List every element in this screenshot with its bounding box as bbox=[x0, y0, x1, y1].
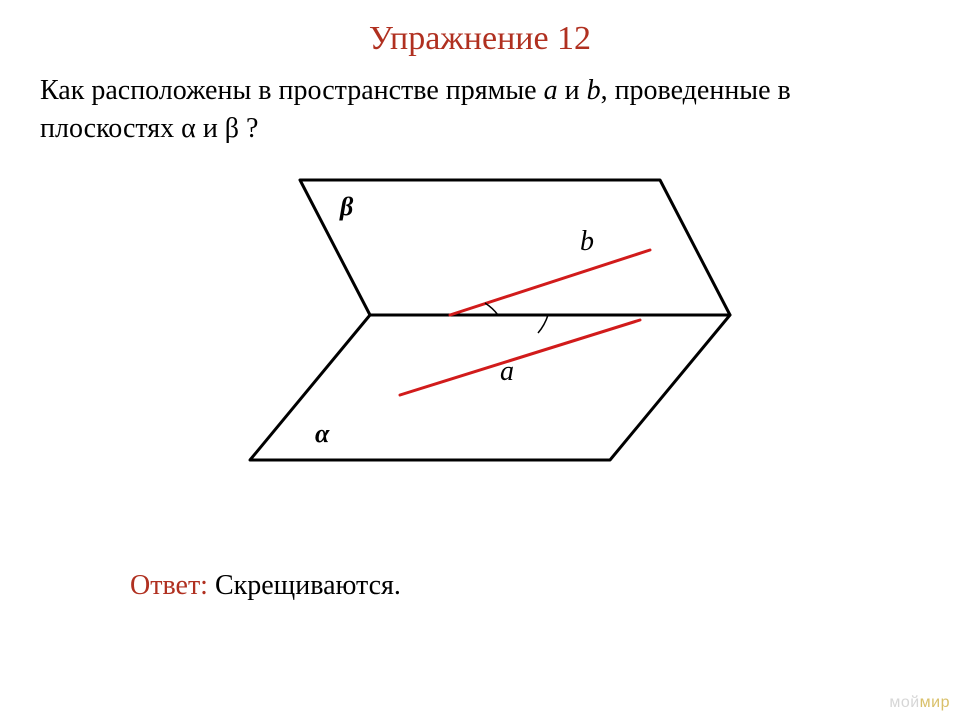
watermark: моймир bbox=[889, 694, 950, 712]
title-text: Упражнение 12 bbox=[369, 20, 591, 57]
q-beta: β bbox=[225, 113, 239, 144]
svg-text:a: a bbox=[500, 356, 514, 387]
svg-text:β: β bbox=[339, 192, 354, 221]
q-part3: ? bbox=[239, 113, 258, 144]
q-b: b bbox=[587, 75, 601, 106]
q-part1: Как расположены в пространстве прямые bbox=[40, 75, 544, 106]
svg-text:b: b bbox=[580, 226, 594, 257]
watermark-part1: мой bbox=[889, 694, 919, 711]
geometry-diagram: β α b a bbox=[200, 170, 760, 490]
q-alpha: α bbox=[181, 113, 196, 144]
answer-line: Ответ: Скрещиваются. bbox=[130, 570, 401, 602]
q-and2: и bbox=[196, 113, 225, 144]
q-a: a bbox=[544, 75, 558, 106]
question-text: Как расположены в пространстве прямые a … bbox=[40, 72, 930, 148]
answer-text: Скрещиваются. bbox=[208, 570, 401, 601]
watermark-part2: мир bbox=[920, 694, 950, 711]
q-and1: и bbox=[558, 75, 587, 106]
answer-label: Ответ: bbox=[130, 570, 208, 601]
exercise-title: Упражнение 12 bbox=[0, 20, 960, 58]
svg-text:α: α bbox=[315, 419, 330, 448]
